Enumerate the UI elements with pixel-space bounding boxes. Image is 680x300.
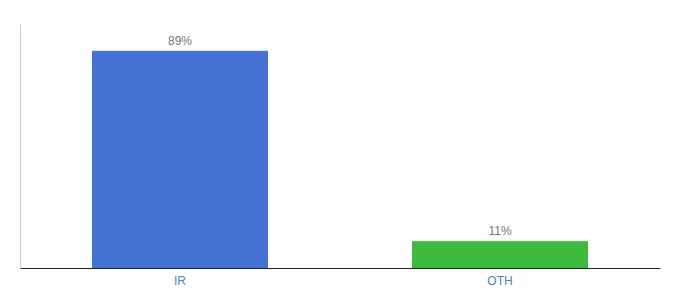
x-axis-line bbox=[21, 268, 661, 269]
x-axis: IR OTH bbox=[21, 268, 661, 288]
bar bbox=[412, 241, 588, 268]
data-label: 89% bbox=[168, 34, 192, 48]
data-labels: 89% 11% bbox=[168, 34, 512, 238]
bar bbox=[92, 51, 268, 268]
bars bbox=[92, 51, 588, 268]
x-tick: IR bbox=[174, 268, 186, 288]
x-tick-label: OTH bbox=[487, 274, 512, 288]
y-axis bbox=[20, 25, 21, 269]
x-tick-label: IR bbox=[174, 274, 186, 288]
y-axis-line bbox=[20, 25, 21, 269]
plot: IR OTH 89% 11% bbox=[21, 25, 661, 288]
chart: IR OTH 89% 11% bbox=[0, 0, 680, 300]
x-tick: OTH bbox=[487, 268, 512, 288]
data-label: 11% bbox=[488, 224, 511, 238]
